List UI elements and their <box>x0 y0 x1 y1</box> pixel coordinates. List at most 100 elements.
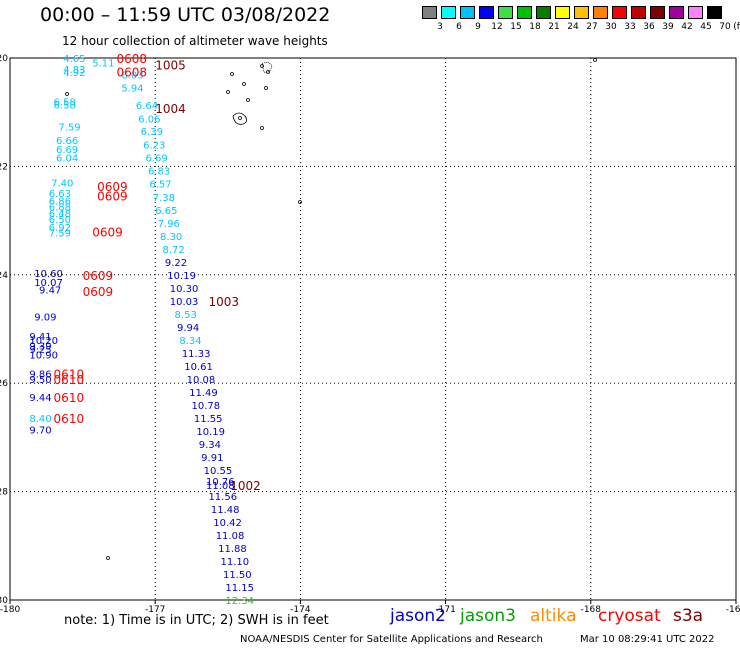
wave-height-label: 11.08 <box>216 531 245 542</box>
wave-height-label: 6.69 <box>56 145 78 156</box>
wave-height-label: 9.91 <box>201 453 223 464</box>
legend-label-39: 39 <box>662 22 674 32</box>
wave-height-label: 6.39 <box>141 127 163 138</box>
wave-height-label: 12.34 <box>225 596 254 607</box>
wave-height-label: 6.63 <box>49 189 71 200</box>
wave-height-label: 10.55 <box>204 466 233 477</box>
legend-swatch-39 <box>650 6 665 19</box>
satellite-cryosat: cryosat <box>598 606 661 626</box>
wave-height-label: 9.47 <box>39 285 61 296</box>
wave-height-label: 11.10 <box>221 557 250 568</box>
wave-height-label: 10.76 <box>206 477 235 488</box>
legend-label-12: 12 <box>491 22 503 32</box>
legend-swatch-9 <box>460 6 475 19</box>
legend-label-3: 3 <box>437 22 443 32</box>
wave-height-label: 8.34 <box>179 336 201 347</box>
island-outline <box>298 200 302 204</box>
wave-height-label: 6.66 <box>56 136 78 147</box>
wave-height-label: 6.04 <box>56 154 78 165</box>
wave-height-label: 6.65 <box>155 206 177 217</box>
wave-height-label: 9.70 <box>29 425 51 436</box>
timestamp: Mar 10 08:29:41 UTC 2022 <box>580 634 715 645</box>
wave-height-label: 7.59 <box>49 229 71 240</box>
wave-height-label: 6.86 <box>49 197 71 208</box>
wave-height-label: 11.88 <box>218 544 247 555</box>
time-label: 0610 <box>54 412 85 426</box>
legend-swatch-18 <box>517 6 532 19</box>
legend-swatch-24 <box>555 6 570 19</box>
legend-swatch-42 <box>669 6 684 19</box>
wave-height-label: 9.44 <box>29 393 51 404</box>
island-outline <box>65 92 69 96</box>
wave-height-label: 5.11 <box>92 58 114 69</box>
island-outline <box>232 112 247 125</box>
island-outline <box>242 82 246 86</box>
chart-subtitle: 12 hour collection of altimeter wave hei… <box>62 34 328 48</box>
wave-height-label: 8.72 <box>162 245 184 256</box>
wave-height-label: 11.15 <box>225 583 254 594</box>
legend-swatch-27 <box>574 6 589 19</box>
wave-height-label: 10.30 <box>170 284 199 295</box>
wave-height-label: 7.59 <box>58 122 80 133</box>
time-label: 0609 <box>92 225 123 239</box>
wave-height-label: 8.30 <box>160 232 182 243</box>
wave-height-label: 9.39 <box>29 341 51 352</box>
time-label: 0609 <box>83 285 114 299</box>
y-tick-label: -22 <box>0 162 8 172</box>
x-tick-label: -180 <box>0 605 20 615</box>
wave-height-label: 9.50 <box>29 375 51 386</box>
y-tick-label: -30 <box>0 596 8 606</box>
chart-title: 00:00 – 11:59 UTC 03/08/2022 <box>40 4 331 26</box>
wave-height-label: 10.19 <box>196 427 225 438</box>
wave-height-label: 6.23 <box>143 141 165 152</box>
wave-height-label: 9.41 <box>29 332 51 343</box>
x-tick-label: -177 <box>145 605 165 615</box>
island-outline <box>260 126 264 130</box>
wave-height-label: 6.58 <box>54 101 76 112</box>
island-outline <box>264 86 268 90</box>
wave-height-label: 11.48 <box>211 505 240 516</box>
wave-height-label: 4.92 <box>63 68 85 79</box>
wave-height-label: 8.53 <box>175 310 197 321</box>
y-tick-label: -28 <box>0 488 8 498</box>
legend-label-24: 24 <box>567 22 579 32</box>
time-label: 0610 <box>54 391 85 405</box>
island-outline <box>226 90 230 94</box>
legend-label-30: 30 <box>605 22 617 32</box>
wave-height-label: 6.83 <box>148 167 170 178</box>
x-tick-label: -168 <box>581 605 602 615</box>
time-label: 0610 <box>54 367 85 381</box>
legend-label-70: 70 <box>719 22 731 32</box>
pressure-label: 1004 <box>155 102 186 116</box>
wave-height-label: 6.64 <box>136 101 158 112</box>
legend-label-27: 27 <box>586 22 598 32</box>
wave-height-label: 6.57 <box>149 180 171 191</box>
footnote: note: 1) Time is in UTC; 2) SWH is in fe… <box>64 613 329 628</box>
legend-swatch-30 <box>593 6 608 19</box>
legend-label-6: 6 <box>456 22 462 32</box>
wave-height-label: 11.50 <box>223 570 252 581</box>
wave-height-label: 9.34 <box>199 440 221 451</box>
legend-label-9: 9 <box>475 22 481 32</box>
satellite-jason3: jason3 <box>460 606 516 626</box>
time-label: 0609 <box>97 190 128 204</box>
wave-height-label: 7.40 <box>51 179 73 190</box>
legend-label-45: 45 <box>700 22 712 32</box>
wave-height-label: 4.83 <box>63 65 85 76</box>
wave-height-label: 11.33 <box>182 349 211 360</box>
wave-height-label: 10.08 <box>187 375 216 386</box>
legend-label-36: 36 <box>643 22 655 32</box>
legend-label-42: 42 <box>681 22 693 32</box>
wave-height-label: 11.49 <box>189 388 218 399</box>
x-tick-label: -165 <box>726 605 740 615</box>
wave-height-label: 10.78 <box>192 401 221 412</box>
island-outline <box>238 116 242 120</box>
x-tick-label: -171 <box>435 605 455 615</box>
wave-height-label: 6.58 <box>54 97 76 108</box>
wave-height-label: 4.65 <box>63 54 85 65</box>
satellite-altika: altika <box>530 606 577 626</box>
legend-label-21: 21 <box>548 22 560 32</box>
wave-height-label: 7.38 <box>153 193 175 204</box>
pressure-label: 1002 <box>230 479 261 493</box>
